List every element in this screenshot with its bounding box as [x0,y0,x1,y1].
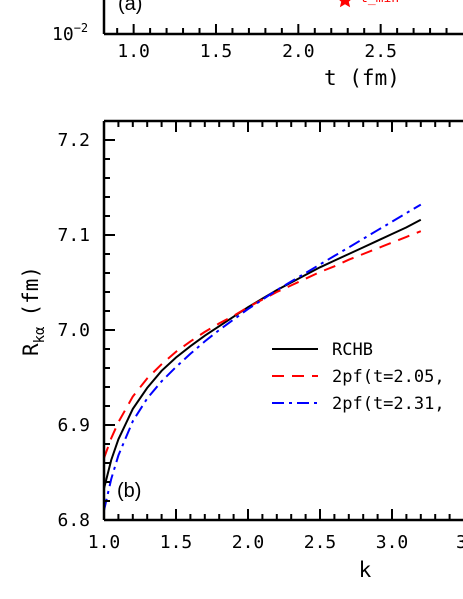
panel-a-legend: t_min [339,0,399,8]
panel-a-x-tick-label: 1.5 [200,41,233,62]
panel-b-y-axis-title-unit: (fm) [19,266,43,317]
panel-a-x-axis-title: t (fm) [324,66,400,90]
panel-b-x-tick-label: 1.0 [88,532,121,553]
panel-b-x-ticks: 1.0 1.5 2.0 2.5 3.0 3 [88,121,463,553]
panel-b-x-axis-title: k [359,558,372,582]
panel-a-x-ticks: 1.0 1.5 2.0 2.5 [116,24,448,62]
panel-a-y-tick-base: 10 [52,24,74,45]
panel-b-x-tick-label: 3.0 [376,532,409,553]
panel-a-y-tick-label: 10−2 [52,21,88,45]
panel-b-y-tick-label: 6.8 [57,510,90,531]
panel-b-legend: RCHB 2pf(t=2.05, 2pf(t=2.31, [272,340,445,414]
panel-a-label: (a) [118,0,142,15]
legend-label-0: RCHB [332,340,373,360]
panel-b-x-tick-label: 2.0 [232,532,265,553]
panel-a: 1.0 1.5 2.0 2.5 (a) 10−2 t (fm) t_min [52,0,463,90]
panel-a-x-tick-label: 1.0 [117,41,150,62]
panel-b-y-axis-title: Rkα (fm) [19,266,48,356]
panel-a-legend-text: t_min [360,0,399,6]
panel-b-y-tick-label: 6.9 [57,415,90,436]
panel-b-x-tick-label: 3 [456,532,463,553]
legend-label-1: 2pf(t=2.05, [332,367,445,387]
panel-b-x-tick-label: 1.5 [160,532,193,553]
panel-b-y-axis-title-sub: kα [32,326,48,343]
panel-b-y-axis-title-main: R [19,343,43,356]
panel-b-x-tick-label: 2.5 [304,532,337,553]
panel-a-y-tick-exp: −2 [74,21,88,35]
panel-a-x-tick-label: 2.0 [282,41,315,62]
panel-b: 1.0 1.5 2.0 2.5 3.0 3 6.8 6.9 7.0 7.1 7.2 k Rkα (f… [19,119,463,582]
panel-b-y-tick-label: 7.2 [57,130,90,151]
panel-a-legend-main: t_min [360,0,399,6]
series-line-2 [104,203,422,511]
series-line-0 [104,218,422,489]
panel-a-x-tick-label: 2.5 [364,41,397,62]
series-line-1 [104,230,422,459]
panel-b-label: (b) [117,480,141,502]
panel-a-legend-star-marker [339,0,351,8]
panel-b-y-ticks: 6.8 6.9 7.0 7.1 7.2 [57,120,115,531]
panel-b-y-tick-label: 7.0 [57,320,90,341]
legend-label-2: 2pf(t=2.31, [332,394,445,414]
panel-b-y-tick-label: 7.1 [57,225,90,246]
panel-b-series [104,203,422,511]
